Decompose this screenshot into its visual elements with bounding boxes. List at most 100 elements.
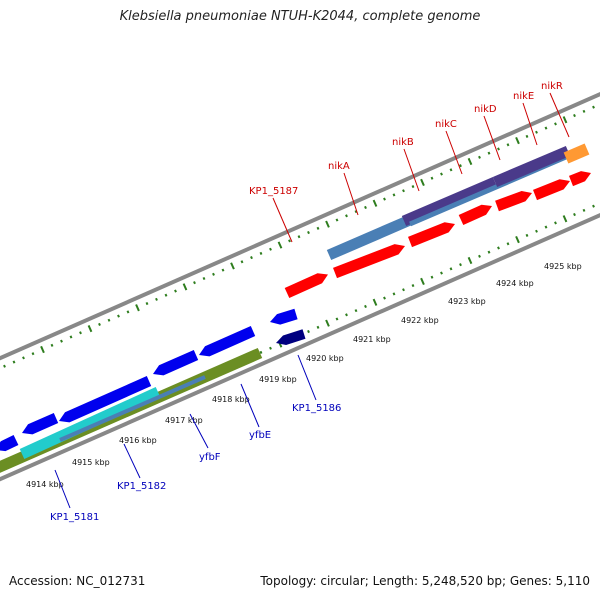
- minor-tick: [297, 235, 301, 239]
- minor-tick: [497, 246, 500, 250]
- minor-tick: [12, 360, 16, 364]
- minor-tick: [573, 113, 576, 118]
- minor-tick: [259, 251, 263, 255]
- minor-tick: [411, 284, 415, 288]
- minor-tick: [221, 268, 225, 272]
- reverse-gene-arrow-navy: [276, 329, 306, 345]
- minor-tick: [164, 293, 168, 297]
- minor-tick: [354, 210, 358, 214]
- minor-tick: [383, 296, 386, 300]
- minor-tick: [288, 239, 291, 243]
- reverse-gene-arrow-6: [270, 308, 298, 325]
- scale-label: 4915 kbp: [72, 458, 110, 467]
- nikB-bar: [401, 176, 498, 227]
- minor-tick: [335, 218, 339, 222]
- scale-label: 4919 kbp: [259, 375, 297, 384]
- major-tick: [325, 319, 330, 327]
- gene-label-kp1_5181[interactable]: KP1_5181: [50, 512, 99, 523]
- minor-tick: [582, 109, 586, 113]
- major-tick: [467, 256, 473, 265]
- minor-tick: [345, 214, 348, 218]
- minor-tick: [449, 267, 453, 271]
- leader-line: [343, 172, 359, 216]
- reverse-gene-arrow-1: [0, 435, 19, 452]
- minor-tick: [174, 289, 177, 293]
- forward-gene-arrow-3: [408, 222, 455, 248]
- minor-tick: [411, 185, 415, 189]
- steelblue-thin-bar: [59, 375, 206, 442]
- forward-gene-arrow-4: [458, 204, 492, 225]
- minor-tick: [145, 302, 149, 306]
- minor-tick: [240, 260, 244, 264]
- minor-tick: [402, 288, 405, 292]
- minor-tick: [459, 164, 462, 168]
- gene-label-nikb[interactable]: nikB: [392, 137, 414, 148]
- minor-tick: [3, 364, 6, 368]
- major-tick: [515, 236, 520, 244]
- forward-gene-arrow-7: [569, 171, 591, 187]
- minor-tick: [535, 130, 538, 134]
- minor-tick: [459, 263, 462, 267]
- minor-tick: [31, 352, 35, 356]
- major-tick: [562, 215, 568, 223]
- minor-tick: [430, 275, 434, 279]
- minor-tick: [440, 271, 443, 275]
- minor-tick: [126, 310, 130, 314]
- minor-tick: [544, 225, 548, 229]
- minor-tick: [354, 309, 358, 313]
- cyan-bar: [19, 386, 161, 460]
- nikE-bar: [492, 145, 571, 188]
- gene-label-kp1_5187[interactable]: KP1_5187: [249, 186, 298, 197]
- leader-line: [403, 148, 420, 192]
- outer-tick-row: [3, 105, 595, 368]
- minor-tick: [525, 134, 529, 138]
- minor-tick: [269, 346, 272, 350]
- minor-tick: [316, 226, 320, 230]
- minor-tick: [592, 105, 595, 109]
- minor-tick: [155, 297, 158, 301]
- minor-tick: [487, 250, 491, 254]
- scale-label: 4925 kbp: [544, 262, 582, 271]
- gene-label-nike[interactable]: nikE: [513, 91, 534, 102]
- gene-label-kp1_5182[interactable]: KP1_5182: [117, 481, 166, 492]
- leader-line: [272, 197, 293, 243]
- reverse-gene-arrow-5: [199, 326, 256, 357]
- leader-line: [297, 354, 317, 401]
- reverse-gene-arrow-4: [153, 350, 199, 376]
- reverse-gene-arrow-3: [59, 376, 152, 423]
- gene-label-nikc[interactable]: nikC: [435, 119, 457, 130]
- major-tick: [515, 137, 520, 145]
- gene-label-kp1_5186[interactable]: KP1_5186: [292, 403, 341, 414]
- gene-label-nikr[interactable]: nikR: [541, 81, 563, 92]
- major-tick: [372, 199, 378, 207]
- minor-tick: [592, 204, 595, 208]
- gene-label-nikd[interactable]: nikD: [474, 104, 497, 115]
- scale-label: 4922 kbp: [401, 316, 439, 325]
- major-tick: [372, 298, 378, 306]
- major-tick: [40, 345, 45, 354]
- gene-label-yfbf[interactable]: yfbF: [199, 452, 221, 463]
- major-tick: [230, 262, 235, 270]
- minor-tick: [107, 318, 111, 322]
- forward-gene-arrow-2: [333, 244, 405, 279]
- leader-line: [240, 383, 260, 428]
- scale-label: 4916 kbp: [119, 436, 157, 445]
- minor-tick: [22, 356, 25, 360]
- minor-tick: [392, 193, 396, 197]
- major-tick: [420, 277, 425, 285]
- minor-tick: [98, 322, 101, 326]
- gene-label-nika[interactable]: nikA: [328, 161, 350, 172]
- forward-gene-arrow-1: [284, 273, 328, 298]
- minor-tick: [497, 147, 500, 151]
- minor-tick: [212, 272, 215, 276]
- nikR-bar: [563, 143, 590, 164]
- gene-label-yfbe[interactable]: yfbE: [249, 430, 271, 441]
- minor-tick: [316, 325, 320, 329]
- leader-line: [549, 92, 570, 138]
- major-tick: [420, 178, 425, 186]
- minor-tick: [573, 212, 576, 217]
- leader-line: [54, 469, 71, 509]
- leader-line: [189, 413, 209, 449]
- minor-tick: [193, 281, 196, 285]
- minor-tick: [69, 335, 73, 339]
